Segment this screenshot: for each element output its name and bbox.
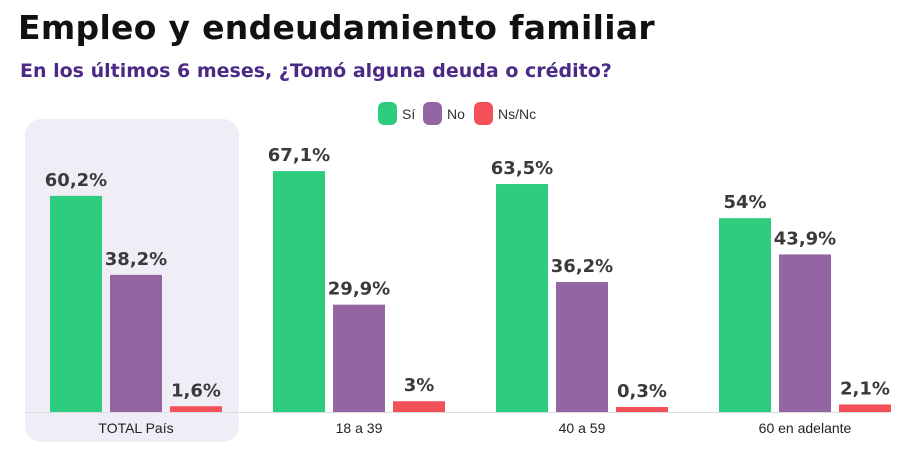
data-label-no-18-a-39: 29,9% — [328, 279, 390, 300]
chart-subtitle: En los últimos 6 meses, ¿Tomó alguna deu… — [20, 60, 612, 82]
bar-ns-nc-18-a-39 — [393, 401, 445, 412]
bar-ns-nc-60-en-adelante — [839, 404, 891, 412]
legend-label-si: Sí — [402, 106, 415, 122]
bar-ns-nc-total-pais — [170, 406, 222, 412]
chart-title: Empleo y endeudamiento familiar — [18, 8, 655, 47]
category-label-total-pais: TOTAL País — [98, 420, 173, 436]
data-label-no-60-en-adelante: 43,9% — [774, 228, 836, 249]
data-label-ns-nc-18-a-39: 3% — [404, 375, 435, 396]
legend-swatch-si — [378, 102, 397, 125]
data-label-no-total-pais: 38,2% — [105, 249, 167, 270]
legend-label-no: No — [447, 106, 465, 122]
data-label-si-40-a-59: 63,5% — [491, 158, 553, 179]
legend-swatch-no — [423, 102, 442, 125]
category-label-60-en-adelante: 60 en adelante — [759, 420, 852, 436]
bar-si-18-a-39 — [273, 171, 325, 412]
bar-si-total-pais — [50, 195, 102, 412]
bar-no-18-a-39 — [333, 304, 385, 412]
category-label-18-a-39: 18 a 39 — [336, 420, 383, 436]
data-label-si-18-a-39: 67,1% — [268, 145, 330, 166]
legend-label-ns-nc: Ns/Nc — [498, 106, 536, 122]
legend-swatch-ns-nc — [474, 102, 493, 125]
bar-no-total-pais — [110, 274, 162, 412]
bar-si-60-en-adelante — [719, 218, 771, 412]
data-label-ns-nc-40-a-59: 0,3% — [617, 381, 667, 402]
data-label-si-60-en-adelante: 54% — [723, 192, 766, 213]
category-label-40-a-59: 40 a 59 — [559, 420, 606, 436]
data-label-si-total-pais: 60,2% — [45, 170, 107, 191]
bar-no-60-en-adelante — [779, 254, 831, 412]
data-label-ns-nc-total-pais: 1,6% — [171, 380, 221, 401]
bar-ns-nc-40-a-59 — [616, 407, 668, 412]
bar-si-40-a-59 — [496, 184, 548, 412]
data-label-no-40-a-59: 36,2% — [551, 256, 613, 277]
data-label-ns-nc-60-en-adelante: 2,1% — [840, 378, 890, 399]
bar-no-40-a-59 — [556, 282, 608, 412]
